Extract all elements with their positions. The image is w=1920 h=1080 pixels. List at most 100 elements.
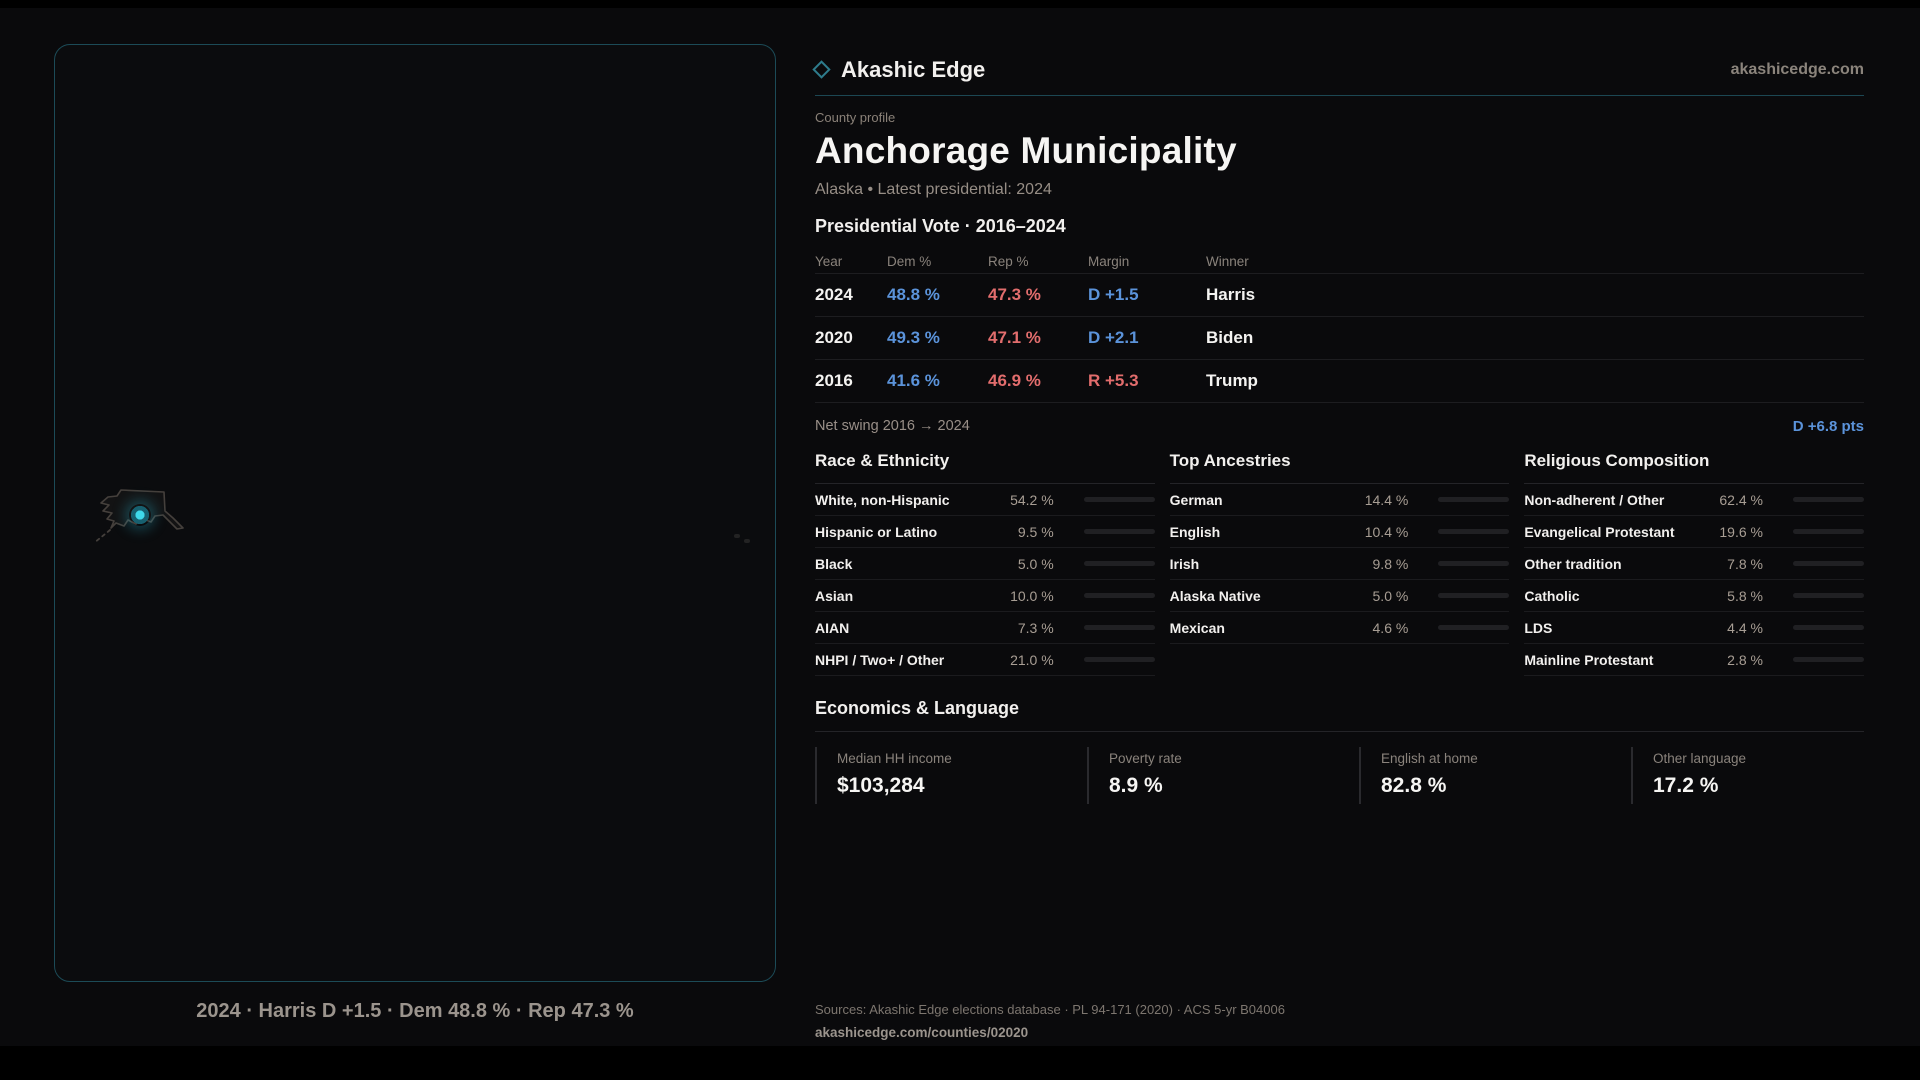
stat-value: 5.0 % bbox=[1017, 555, 1054, 572]
stat-value: 17.2 % bbox=[1653, 774, 1719, 797]
list-item: White, non-Hispanic 54.2 % bbox=[815, 484, 1155, 516]
section-race-ethnicity: Race & Ethnicity White, non-Hispanic 54.… bbox=[815, 451, 1155, 676]
brand: Akashic Edge bbox=[812, 56, 986, 83]
aleutian-islet-icon bbox=[744, 539, 750, 543]
eyebrow-label: County profile bbox=[815, 110, 896, 125]
map-caption: 2024 · Harris D +1.5 · Dem 48.8 % · Rep … bbox=[196, 1000, 634, 1022]
stat-label: German bbox=[1169, 491, 1223, 508]
stat-label: Mainline Protestant bbox=[1524, 651, 1654, 668]
stat-value: 4.6 % bbox=[1372, 619, 1409, 636]
dem-pct-cell: 49.3 % bbox=[887, 328, 940, 347]
economics-title: Economics & Language bbox=[815, 698, 1864, 732]
list-item: Irish 9.8 % bbox=[1169, 548, 1510, 580]
stat-bar bbox=[1792, 529, 1864, 534]
rep-pct-cell: 47.3 % bbox=[988, 285, 1041, 304]
dem-pct-cell: 48.8 % bbox=[887, 285, 940, 304]
stat-bar bbox=[1438, 529, 1510, 534]
list-item: Non-adherent / Other 62.4 % bbox=[1524, 484, 1864, 516]
stat-label: Catholic bbox=[1524, 587, 1580, 604]
stat-value: 21.0 % bbox=[1010, 651, 1054, 668]
stat-card: Median HH income $103,284 bbox=[815, 747, 1087, 804]
stat-card: Poverty rate 8.9 % bbox=[1087, 747, 1359, 804]
stat-bar bbox=[1438, 625, 1510, 630]
stat-bar bbox=[1792, 625, 1864, 630]
winner-cell: Biden bbox=[1206, 328, 1254, 347]
list-item: LDS 4.4 % bbox=[1524, 612, 1864, 644]
stat-label: English at home bbox=[1381, 751, 1478, 766]
demographics-grid: Race & Ethnicity White, non-Hispanic 54.… bbox=[815, 451, 1864, 676]
stat-bar bbox=[1083, 657, 1155, 662]
stat-label: Hispanic or Latino bbox=[815, 523, 938, 540]
site-header: Akashic Edge akashicedge.com bbox=[812, 44, 1864, 96]
net-swing-row: Net swing 2016 → 2024 D +6.8 pts bbox=[815, 403, 1864, 449]
stat-label: Median HH income bbox=[837, 751, 952, 766]
footer: Sources: Akashic Edge elections database… bbox=[815, 1002, 1285, 1042]
page-title: Anchorage Municipality bbox=[815, 130, 1237, 171]
stat-value: 62.4 % bbox=[1719, 491, 1763, 508]
list-item: NHPI / Two+ / Other 21.0 % bbox=[815, 644, 1155, 676]
table-row: 2016 41.6 % 46.9 % R +5.3 Trump bbox=[815, 360, 1864, 403]
rep-pct-cell: 46.9 % bbox=[988, 371, 1041, 390]
stat-value: 14.4 % bbox=[1364, 491, 1409, 508]
aleutian-islet-icon bbox=[734, 534, 740, 538]
margin-cell: R +5.3 bbox=[1088, 371, 1139, 390]
page-background: 2024 · Harris D +1.5 · Dem 48.8 % · Rep … bbox=[0, 8, 1920, 1046]
winner-cell: Harris bbox=[1206, 285, 1256, 304]
vote-table: Year Dem % Rep % Margin Winner 2024 48.8… bbox=[815, 250, 1864, 403]
margin-cell: D +1.5 bbox=[1088, 285, 1139, 304]
section-title: Religious Composition bbox=[1524, 451, 1864, 484]
stat-bar bbox=[1083, 625, 1155, 630]
stat-value: 5.8 % bbox=[1727, 587, 1763, 604]
stat-label: AIAN bbox=[815, 619, 850, 636]
stat-value: 19.6 % bbox=[1719, 523, 1763, 540]
list-item: AIAN 7.3 % bbox=[815, 612, 1155, 644]
stat-label: Other language bbox=[1653, 751, 1747, 766]
net-swing-label: Net swing 2016 → 2024 bbox=[815, 418, 970, 434]
stat-value: 2.8 % bbox=[1727, 651, 1763, 668]
stat-label: Other tradition bbox=[1524, 555, 1622, 572]
stat-label: Mexican bbox=[1169, 619, 1225, 636]
stat-bar bbox=[1083, 561, 1155, 566]
table-row: 2020 49.3 % 47.1 % D +2.1 Biden bbox=[815, 317, 1864, 360]
stat-label: Evangelical Protestant bbox=[1524, 523, 1675, 540]
list-item: Mainline Protestant 2.8 % bbox=[1524, 644, 1864, 676]
anchorage-map-marker[interactable] bbox=[129, 504, 151, 526]
county-map-panel[interactable] bbox=[54, 44, 776, 982]
list-item: Mexican 4.6 % bbox=[1169, 612, 1510, 644]
site-domain-link[interactable]: akashicedge.com bbox=[1730, 60, 1864, 78]
list-item: Evangelical Protestant 19.6 % bbox=[1524, 516, 1864, 548]
stat-value: 10.0 % bbox=[1010, 587, 1054, 604]
stat-value: 5.0 % bbox=[1372, 587, 1409, 604]
stat-bar bbox=[1438, 497, 1510, 502]
stat-label: Black bbox=[815, 555, 853, 572]
stat-bar bbox=[1083, 497, 1155, 502]
vote-table-title: Presidential Vote · 2016–2024 bbox=[815, 216, 1066, 236]
stat-card: English at home 82.8 % bbox=[1359, 747, 1631, 804]
permalink[interactable]: akashicedge.com/counties/02020 bbox=[815, 1025, 1029, 1040]
col-winner: Winner bbox=[1206, 254, 1249, 269]
stat-value: 8.9 % bbox=[1109, 774, 1163, 797]
stat-bar bbox=[1792, 497, 1864, 502]
economics-stats: Median HH income $103,284 Poverty rate 8… bbox=[815, 747, 1864, 804]
col-year: Year bbox=[815, 254, 843, 269]
stat-value: 9.8 % bbox=[1372, 555, 1409, 572]
section-top-ancestries: Top Ancestries German 14.4 % English 10.… bbox=[1169, 451, 1510, 676]
section-religious-composition: Religious Composition Non-adherent / Oth… bbox=[1524, 451, 1864, 676]
stat-label: White, non-Hispanic bbox=[815, 491, 950, 508]
stat-bar bbox=[1792, 593, 1864, 598]
stat-value: $103,284 bbox=[837, 774, 925, 797]
list-item: German 14.4 % bbox=[1169, 484, 1510, 516]
stat-value: 7.8 % bbox=[1727, 555, 1763, 572]
vote-table-header: Year Dem % Rep % Margin Winner bbox=[815, 250, 1864, 274]
brand-name: Akashic Edge bbox=[841, 56, 986, 82]
profile-content: Akashic Edge akashicedge.com County prof… bbox=[812, 44, 1864, 804]
stat-label: English bbox=[1169, 523, 1221, 540]
list-item: Other tradition 7.8 % bbox=[1524, 548, 1864, 580]
stat-bar bbox=[1083, 529, 1155, 534]
winner-cell: Trump bbox=[1206, 371, 1258, 390]
dem-pct-cell: 41.6 % bbox=[887, 371, 940, 390]
stat-bar bbox=[1792, 561, 1864, 566]
rep-pct-cell: 47.1 % bbox=[988, 328, 1041, 347]
diamond-logo-icon bbox=[812, 60, 831, 79]
stat-value: 9.5 % bbox=[1017, 523, 1054, 540]
